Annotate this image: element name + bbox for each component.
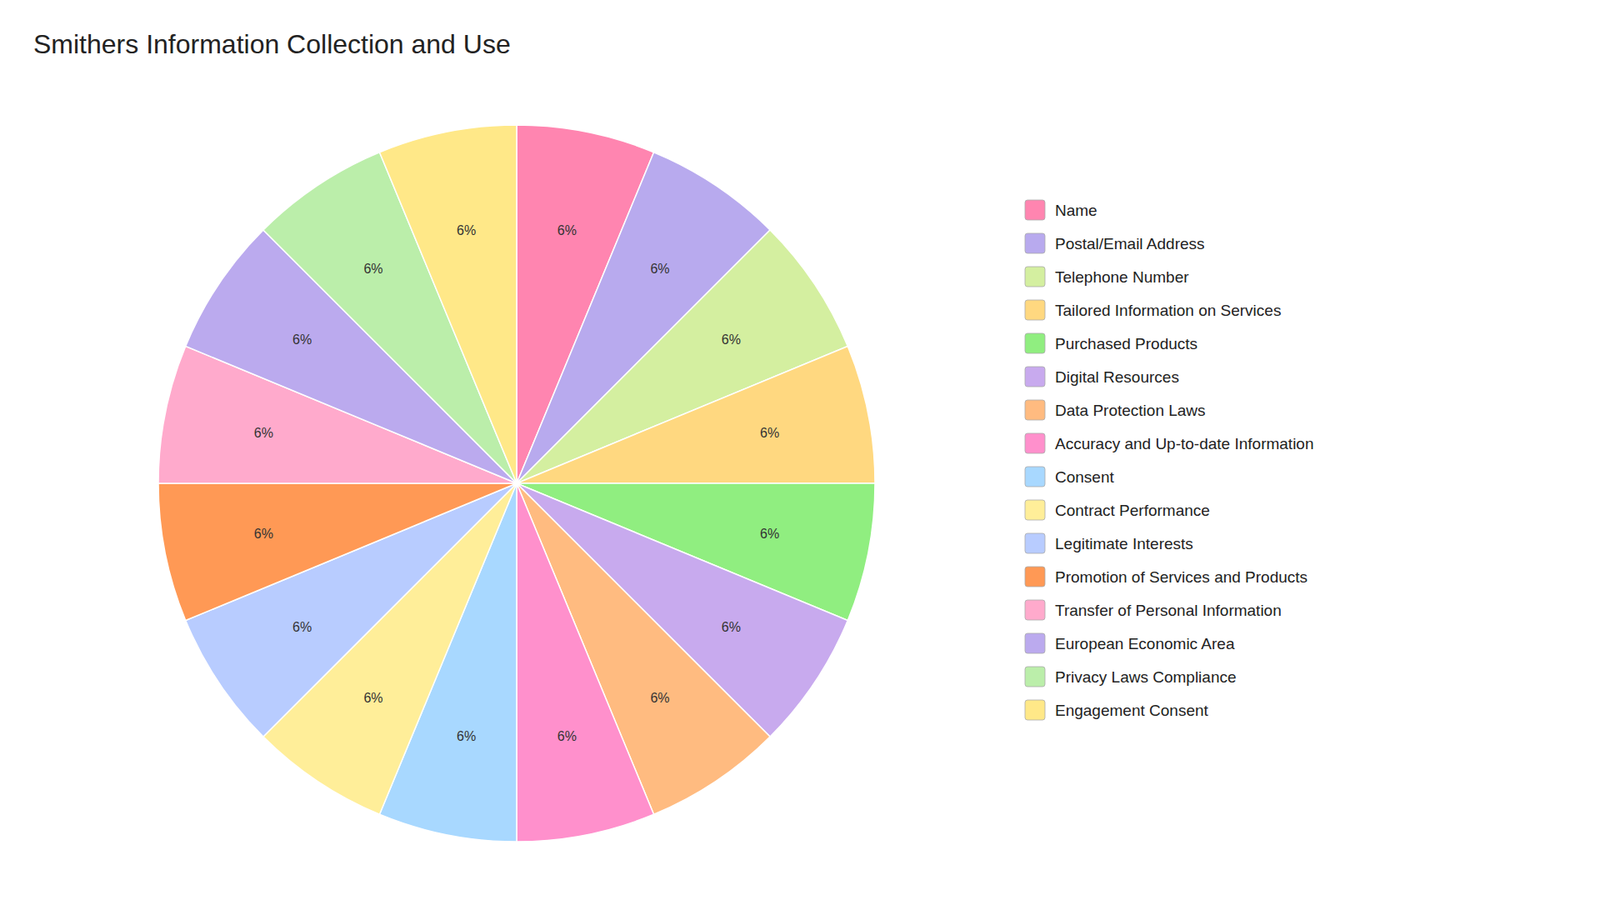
pie-slice <box>158 483 517 621</box>
legend-swatch <box>1025 400 1045 420</box>
data-label: 6% <box>456 223 476 238</box>
legend-label: Name <box>1055 201 1098 220</box>
data-label: 6% <box>650 690 670 705</box>
legend-swatch <box>1025 200 1045 220</box>
legend-label: Accuracy and Up-to-date Information <box>1055 435 1315 453</box>
legend-item: Digital Resources <box>1025 366 1180 387</box>
data-label: 6% <box>557 223 577 238</box>
legend-item: Promotion of Services and Products <box>1025 566 1308 587</box>
data-label: 6% <box>760 526 780 541</box>
legend-swatch <box>1025 700 1045 720</box>
legend-label: European Economic Area <box>1055 635 1235 653</box>
legend-label: Digital Resources <box>1055 368 1180 386</box>
legend-item: Transfer of Personal Information <box>1025 600 1282 620</box>
data-label: 6% <box>721 332 741 347</box>
pie-slice <box>516 345 875 484</box>
legend-swatch <box>1025 266 1045 287</box>
legend-item: European Economic Area <box>1025 633 1235 654</box>
legend-label: Privacy Laws Compliance <box>1055 668 1237 686</box>
legend-label: Postal/Email Address <box>1055 235 1205 253</box>
legend-label: Tailored Information on Services <box>1055 301 1281 320</box>
legend-item: Telephone Number <box>1025 266 1190 287</box>
legend-label: Purchased Products <box>1055 335 1198 353</box>
legend-item: Contract Performance <box>1025 500 1210 520</box>
legend-item: Accuracy and Up-to-date Information <box>1025 433 1315 454</box>
data-label: 6% <box>363 690 383 705</box>
data-label: 6% <box>254 425 274 440</box>
legend-swatch <box>1025 566 1045 587</box>
legend-swatch <box>1025 633 1045 654</box>
legend-item: Consent <box>1025 466 1115 487</box>
data-label: 6% <box>254 526 274 541</box>
pie <box>158 125 875 842</box>
legend-label: Transfer of Personal Information <box>1055 601 1282 620</box>
legend-item: Purchased Products <box>1025 333 1198 354</box>
legend-label: Promotion of Services and Products <box>1055 568 1308 586</box>
legend-swatch <box>1025 533 1045 554</box>
data-labels: 6% 6% 6% 6% 6% 6% 6% 6% 6% 6% 6% 6% 6% 6% 6% 6% <box>254 223 780 744</box>
legend-item: Name <box>1025 200 1098 220</box>
legend-label: Engagement Consent <box>1055 701 1210 720</box>
legend-label: Data Protection Laws <box>1055 401 1206 420</box>
legend: Name Postal/Email Address Telephone Number… <box>1025 200 1315 720</box>
data-label: 6% <box>650 261 670 276</box>
legend-item: Data Protection Laws <box>1025 400 1206 420</box>
legend-swatch <box>1025 500 1045 520</box>
data-label: 6% <box>292 620 312 635</box>
legend-label: Consent <box>1055 468 1115 486</box>
legend-swatch <box>1025 466 1045 487</box>
data-label: 6% <box>292 332 312 347</box>
legend-item: Legitimate Interests <box>1025 533 1194 554</box>
chart-title: Smithers Information Collection and Use <box>33 29 511 60</box>
legend-item: Tailored Information on Services <box>1025 300 1281 320</box>
legend-swatch <box>1025 233 1045 254</box>
legend-swatch <box>1025 666 1045 687</box>
legend-label: Contract Performance <box>1055 501 1210 520</box>
legend-swatch <box>1025 300 1045 320</box>
data-label: 6% <box>363 261 383 276</box>
legend-swatch <box>1025 366 1045 387</box>
legend-label: Legitimate Interests <box>1055 535 1194 553</box>
legend-swatch <box>1025 333 1045 354</box>
legend-label: Telephone Number <box>1055 268 1190 286</box>
data-label: 6% <box>760 425 780 440</box>
data-label: 6% <box>721 620 741 635</box>
legend-item: Engagement Consent <box>1025 700 1210 720</box>
legend-swatch <box>1025 433 1045 454</box>
legend-item: Postal/Email Address <box>1025 233 1205 254</box>
legend-swatch <box>1025 600 1045 620</box>
chart-svg: Smithers Information Collection and Use 6… <box>0 0 1600 900</box>
legend-item: Privacy Laws Compliance <box>1025 666 1237 687</box>
pie-slice <box>379 125 517 484</box>
data-label: 6% <box>557 729 577 744</box>
pie-slice <box>516 483 655 842</box>
data-label: 6% <box>456 729 476 744</box>
